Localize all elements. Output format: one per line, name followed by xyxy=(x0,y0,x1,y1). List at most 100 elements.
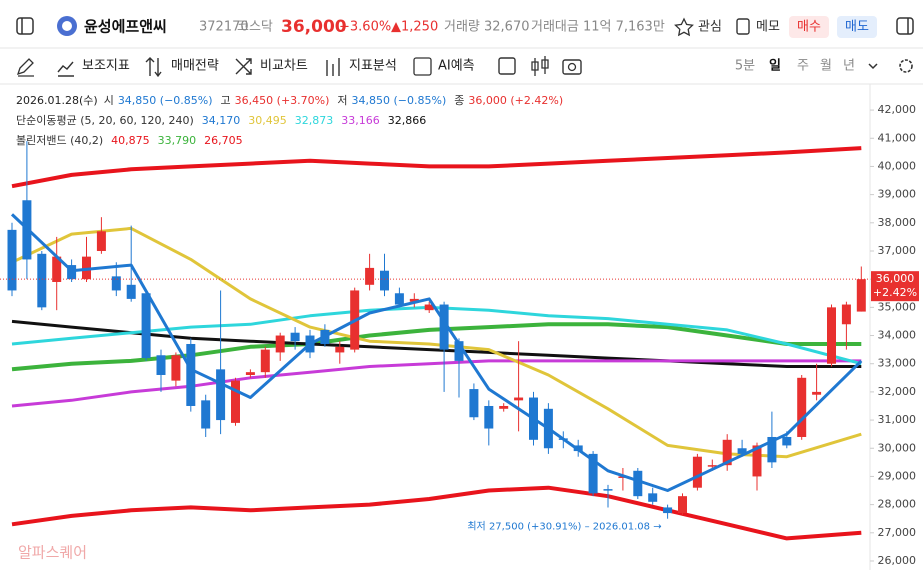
indicator-icon[interactable] xyxy=(57,61,74,77)
chevron[interactable] xyxy=(868,63,878,70)
candle-body xyxy=(841,304,851,325)
candle-body xyxy=(156,355,166,375)
stock-code: 372170 xyxy=(199,20,249,35)
buy-button[interactable]: 매수 xyxy=(797,20,821,35)
candle-body xyxy=(603,489,613,491)
amount: 거래대금 11억 7,163만 xyxy=(531,20,665,35)
candle-body xyxy=(186,343,196,406)
compare-icon[interactable] xyxy=(235,58,252,75)
candle-body xyxy=(424,304,434,311)
period-selector: 5분 일 주 월 년 xyxy=(735,59,855,74)
y-tick-label: 41,000 xyxy=(878,131,917,144)
ohlc-value: 34,850 (−0.85%) xyxy=(118,94,213,107)
candle-body xyxy=(767,436,777,463)
last-price-label: 36,000 xyxy=(876,272,915,285)
candle-body xyxy=(365,267,375,285)
star-icon[interactable] xyxy=(674,17,694,37)
candle-body xyxy=(275,335,285,353)
ma-line xyxy=(10,213,863,492)
watch-button[interactable]: 관심 xyxy=(698,20,722,35)
y-tick-label: 31,000 xyxy=(878,413,917,426)
candle-body xyxy=(856,279,866,312)
sidebar-icon[interactable] xyxy=(16,17,34,35)
candle-body xyxy=(678,496,687,514)
memo-icon[interactable] xyxy=(736,18,750,35)
ohlc-value: 36,450 (+3.70%) xyxy=(235,94,330,107)
y-tick-label: 38,000 xyxy=(878,216,917,229)
candle-body xyxy=(782,436,792,446)
candle-body xyxy=(245,372,255,375)
candle-body xyxy=(290,332,300,342)
strategy-button[interactable]: 매매전략 xyxy=(171,59,219,74)
ai-button[interactable]: AI예측 xyxy=(438,59,475,74)
y-tick-label: 26,000 xyxy=(878,554,917,567)
ohlc-value: 36,000 (+2.42%) xyxy=(468,94,563,107)
bb-legend-value: 40,875 xyxy=(111,134,150,147)
candle-body xyxy=(141,293,151,359)
ai-icon[interactable] xyxy=(413,57,432,76)
candle-body xyxy=(707,465,717,467)
candle-body xyxy=(588,453,598,494)
settings-icon[interactable] xyxy=(899,59,913,73)
y-tick-label: 28,000 xyxy=(878,498,917,511)
y-tick-label: 40,000 xyxy=(878,159,917,172)
period-button[interactable]: 일 xyxy=(769,59,781,74)
candle-body xyxy=(469,389,479,418)
date: 2026.01.28(수) xyxy=(16,94,98,107)
bb-line xyxy=(11,146,862,189)
y-tick-label: 39,000 xyxy=(878,188,917,201)
change-pct: +3.60% xyxy=(339,20,391,35)
bb-legend-value: 26,705 xyxy=(204,134,243,147)
low-annotation: 최저 27,500 (+30.91%) – 2026.01.08 → xyxy=(467,521,661,533)
candle-body xyxy=(692,456,702,488)
candle-body xyxy=(216,369,226,421)
layout-icon[interactable] xyxy=(498,57,516,75)
compare-button[interactable]: 비교차트 xyxy=(260,59,308,74)
candle-body xyxy=(797,377,807,437)
market: 코스닥 xyxy=(237,20,273,35)
buy-bg[interactable] xyxy=(789,16,829,38)
memo-button[interactable]: 메모 xyxy=(756,20,780,35)
ma-legend-value: 30,495 xyxy=(248,114,287,127)
period-button[interactable]: 5분 xyxy=(735,59,755,74)
period-button[interactable]: 년 xyxy=(843,59,855,74)
candle-body xyxy=(812,391,822,395)
candle-body xyxy=(96,231,106,251)
candle-body xyxy=(335,346,345,353)
bb-legend-title: 볼린저밴드 (40,2) xyxy=(16,134,103,147)
candle-body xyxy=(484,405,494,429)
draw-icon[interactable] xyxy=(16,58,34,77)
chart-type-icon[interactable] xyxy=(531,56,549,76)
candle-body xyxy=(827,307,836,364)
bb-legend-value: 33,790 xyxy=(158,134,197,147)
ma-legend-value: 34,170 xyxy=(202,114,241,127)
sell-bg[interactable] xyxy=(837,16,877,38)
ma-legend-value: 33,166 xyxy=(341,114,380,127)
candle-body xyxy=(752,445,762,477)
analysis-icon[interactable] xyxy=(326,58,340,76)
y-tick-label: 34,000 xyxy=(878,329,917,342)
candle-body xyxy=(409,298,419,302)
candle-body xyxy=(499,405,509,409)
strategy-icon[interactable] xyxy=(145,57,162,78)
period-button[interactable]: 주 xyxy=(797,59,809,74)
candle-body xyxy=(52,256,62,282)
panel-icon[interactable] xyxy=(896,17,914,35)
analysis-button[interactable]: 지표분석 xyxy=(349,59,397,74)
ohlc-label: 고 xyxy=(221,94,231,107)
candle-body xyxy=(454,341,464,361)
y-tick-label: 27,000 xyxy=(878,526,917,539)
period-button[interactable]: 월 xyxy=(820,59,832,74)
sell-button[interactable]: 매도 xyxy=(845,20,869,35)
candle-body xyxy=(111,276,121,291)
candle-body xyxy=(737,448,747,454)
last-price-tag xyxy=(871,271,919,302)
camera-icon[interactable] xyxy=(562,59,582,75)
candle-body xyxy=(260,349,270,373)
volume: 거래량 32,670 xyxy=(444,20,530,35)
bb-line xyxy=(11,485,862,541)
ma-legend-value: 32,873 xyxy=(295,114,334,127)
indicators-button[interactable]: 보조지표 xyxy=(82,59,130,74)
